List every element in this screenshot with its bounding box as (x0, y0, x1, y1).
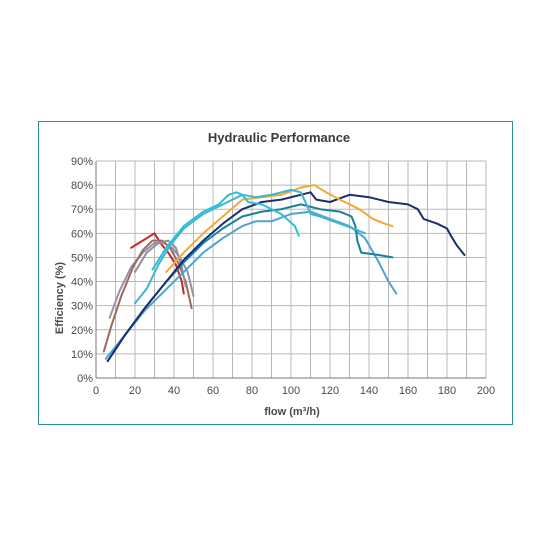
grid (96, 160, 487, 378)
y-tick-label: 80% (71, 180, 93, 192)
x-tick-label: 160 (399, 385, 417, 397)
series-line-7 (106, 191, 466, 363)
x-tick-label: 60 (207, 385, 219, 397)
x-tick-label: 40 (168, 385, 180, 397)
y-tick-label: 0% (77, 373, 93, 385)
y-tick-label: 20% (71, 325, 93, 337)
series-lines (102, 184, 466, 363)
series-line-9 (134, 188, 367, 305)
y-tick-label: 40% (71, 277, 93, 289)
x-tick-label: 200 (477, 385, 495, 397)
series-line-8 (165, 184, 394, 273)
series-line-10 (151, 191, 300, 271)
x-axis-label: flow (m³/h) (264, 406, 320, 418)
y-tick-label: 30% (71, 301, 93, 313)
y-tick-label: 90% (71, 156, 93, 168)
y-tick-label: 70% (71, 204, 93, 216)
x-tick-label: 20 (129, 385, 141, 397)
x-tick-label: 80 (246, 385, 258, 397)
series-line-4 (134, 239, 187, 288)
y-axis-label: Efficiency (%) (54, 262, 66, 334)
tick-labels: 0 20 40 60 80 100 120 140 160 180 200 0% 10% 20% 30% 40… (71, 156, 495, 397)
chart-title: Hydraulic Performance (208, 130, 350, 145)
axes (95, 161, 486, 379)
y-tick-label: 60% (71, 228, 93, 240)
x-tick-label: 0 (93, 385, 99, 397)
x-tick-label: 100 (282, 385, 300, 397)
x-tick-label: 180 (438, 385, 456, 397)
y-tick-label: 50% (71, 252, 93, 264)
series-line-5 (104, 210, 398, 360)
efficiency-chart: Hydraulic Performance 0 20 40 60 80 100 120 140… (54, 130, 495, 418)
x-tick-label: 140 (360, 385, 378, 397)
series-line-3 (102, 239, 193, 353)
y-tick-label: 10% (71, 349, 93, 361)
chart-frame: Hydraulic Performance 0 20 40 60 80 100 120 140… (38, 121, 513, 425)
x-tick-label: 120 (321, 385, 339, 397)
